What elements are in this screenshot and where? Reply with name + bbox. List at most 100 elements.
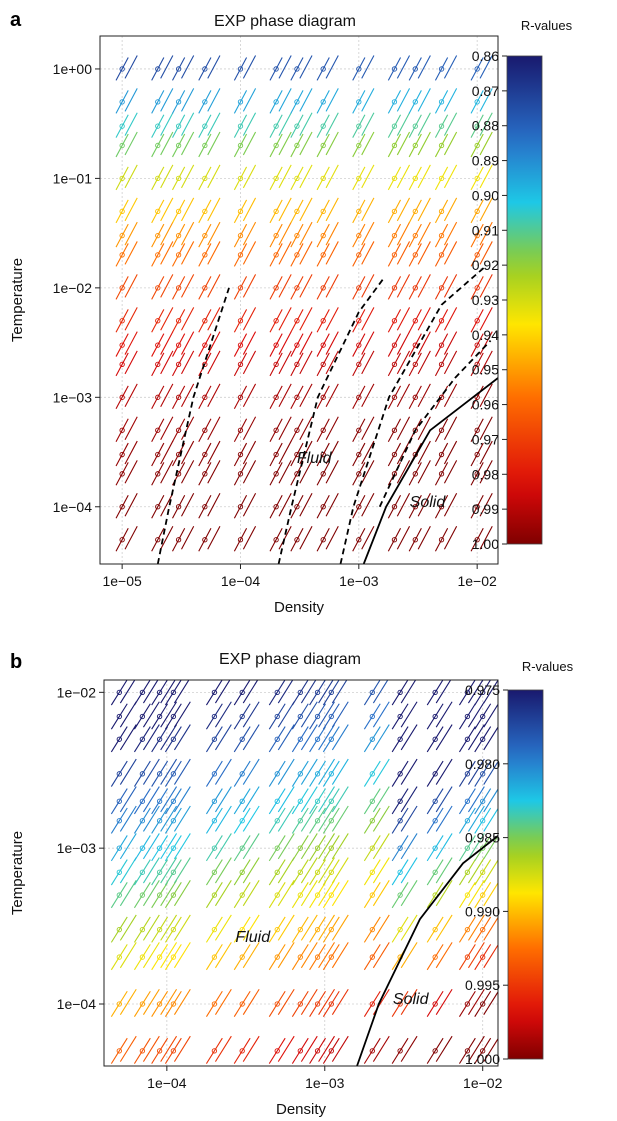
data-segment [417,197,431,222]
data-point [474,123,480,129]
data-segment [467,1035,485,1062]
data-point [274,845,280,851]
data-point [211,869,218,875]
data-segment [435,786,453,813]
data-segment [142,701,160,728]
data-point [239,818,245,824]
data-point [328,892,334,898]
data-point [156,926,163,933]
data-segment [352,223,366,248]
data-segment [151,90,165,114]
data-point [328,818,334,824]
data-segment [277,1035,295,1062]
data-segment [242,350,257,375]
data-segment [443,164,458,189]
data-segment [417,221,431,246]
data-segment [372,701,390,728]
data-segment [443,350,458,375]
data-segment [142,786,160,813]
data-point [175,394,182,400]
data-point [119,252,125,258]
panel-letter: a [10,9,22,31]
data-point [474,342,480,348]
data-segment [151,882,169,909]
data-segment [198,114,212,138]
data-segment [434,276,449,300]
data-segment [387,495,402,519]
data-point [412,537,418,543]
data-point [175,318,182,324]
data-segment [142,914,160,941]
data-segment [151,309,165,333]
data-point [474,66,480,72]
data-segment [151,276,165,300]
data-segment [110,760,128,787]
data-point [369,954,375,960]
data-segment [331,758,349,785]
data-segment [363,882,381,909]
data-point [320,394,326,400]
data-segment [479,440,493,465]
data-segment [352,385,366,410]
data-segment [269,442,283,467]
data-segment [309,1037,326,1064]
x-axis-label: Density [276,1101,327,1118]
colorbar-tick-label: 0.90 [472,187,499,203]
data-point [438,318,445,324]
data-segment [400,805,418,832]
data-point [237,252,244,258]
data-point [175,252,182,258]
data-segment [207,112,221,136]
data-segment [242,274,257,298]
data-point [274,926,280,933]
data-segment [124,525,138,550]
data-point [170,798,177,804]
data-point [139,798,146,804]
data-segment [361,460,375,484]
data-segment [142,1035,160,1062]
data-segment [110,859,128,886]
data-segment [119,1035,137,1062]
data-segment [173,680,190,704]
data-segment [352,90,366,114]
data-segment [277,880,295,907]
data-point [480,798,486,804]
data-segment [322,680,340,706]
data-segment [363,703,381,730]
data-point [119,123,125,129]
data-segment [408,309,422,333]
data-segment [474,760,492,787]
data-segment [160,112,174,136]
data-segment [318,880,335,907]
chart-title: EXP phase diagram [214,13,356,30]
y-tick-label: 1e−04 [57,996,97,1012]
data-point [480,926,486,933]
data-point [139,869,146,875]
data-point [438,252,445,258]
data-point [320,285,326,291]
data-segment [435,680,452,704]
data-segment [299,241,313,265]
data-point [139,845,146,851]
data-point [314,892,321,898]
data-point [412,175,418,182]
data-point [156,1048,163,1054]
data-segment [291,1037,309,1064]
data-segment [300,680,317,704]
data-point [139,954,146,960]
data-segment [233,835,251,862]
data-point [116,1001,122,1007]
data-point [356,342,362,348]
data-point [294,318,300,324]
data-segment [300,724,318,751]
data-segment [331,680,348,704]
data-point [155,451,161,458]
data-point [116,771,122,777]
data-segment [458,882,476,909]
data-segment [290,495,304,519]
data-segment [278,350,292,375]
data-segment [361,331,375,355]
data-segment [173,701,191,728]
data-point [202,66,208,72]
data-segment [316,90,330,114]
